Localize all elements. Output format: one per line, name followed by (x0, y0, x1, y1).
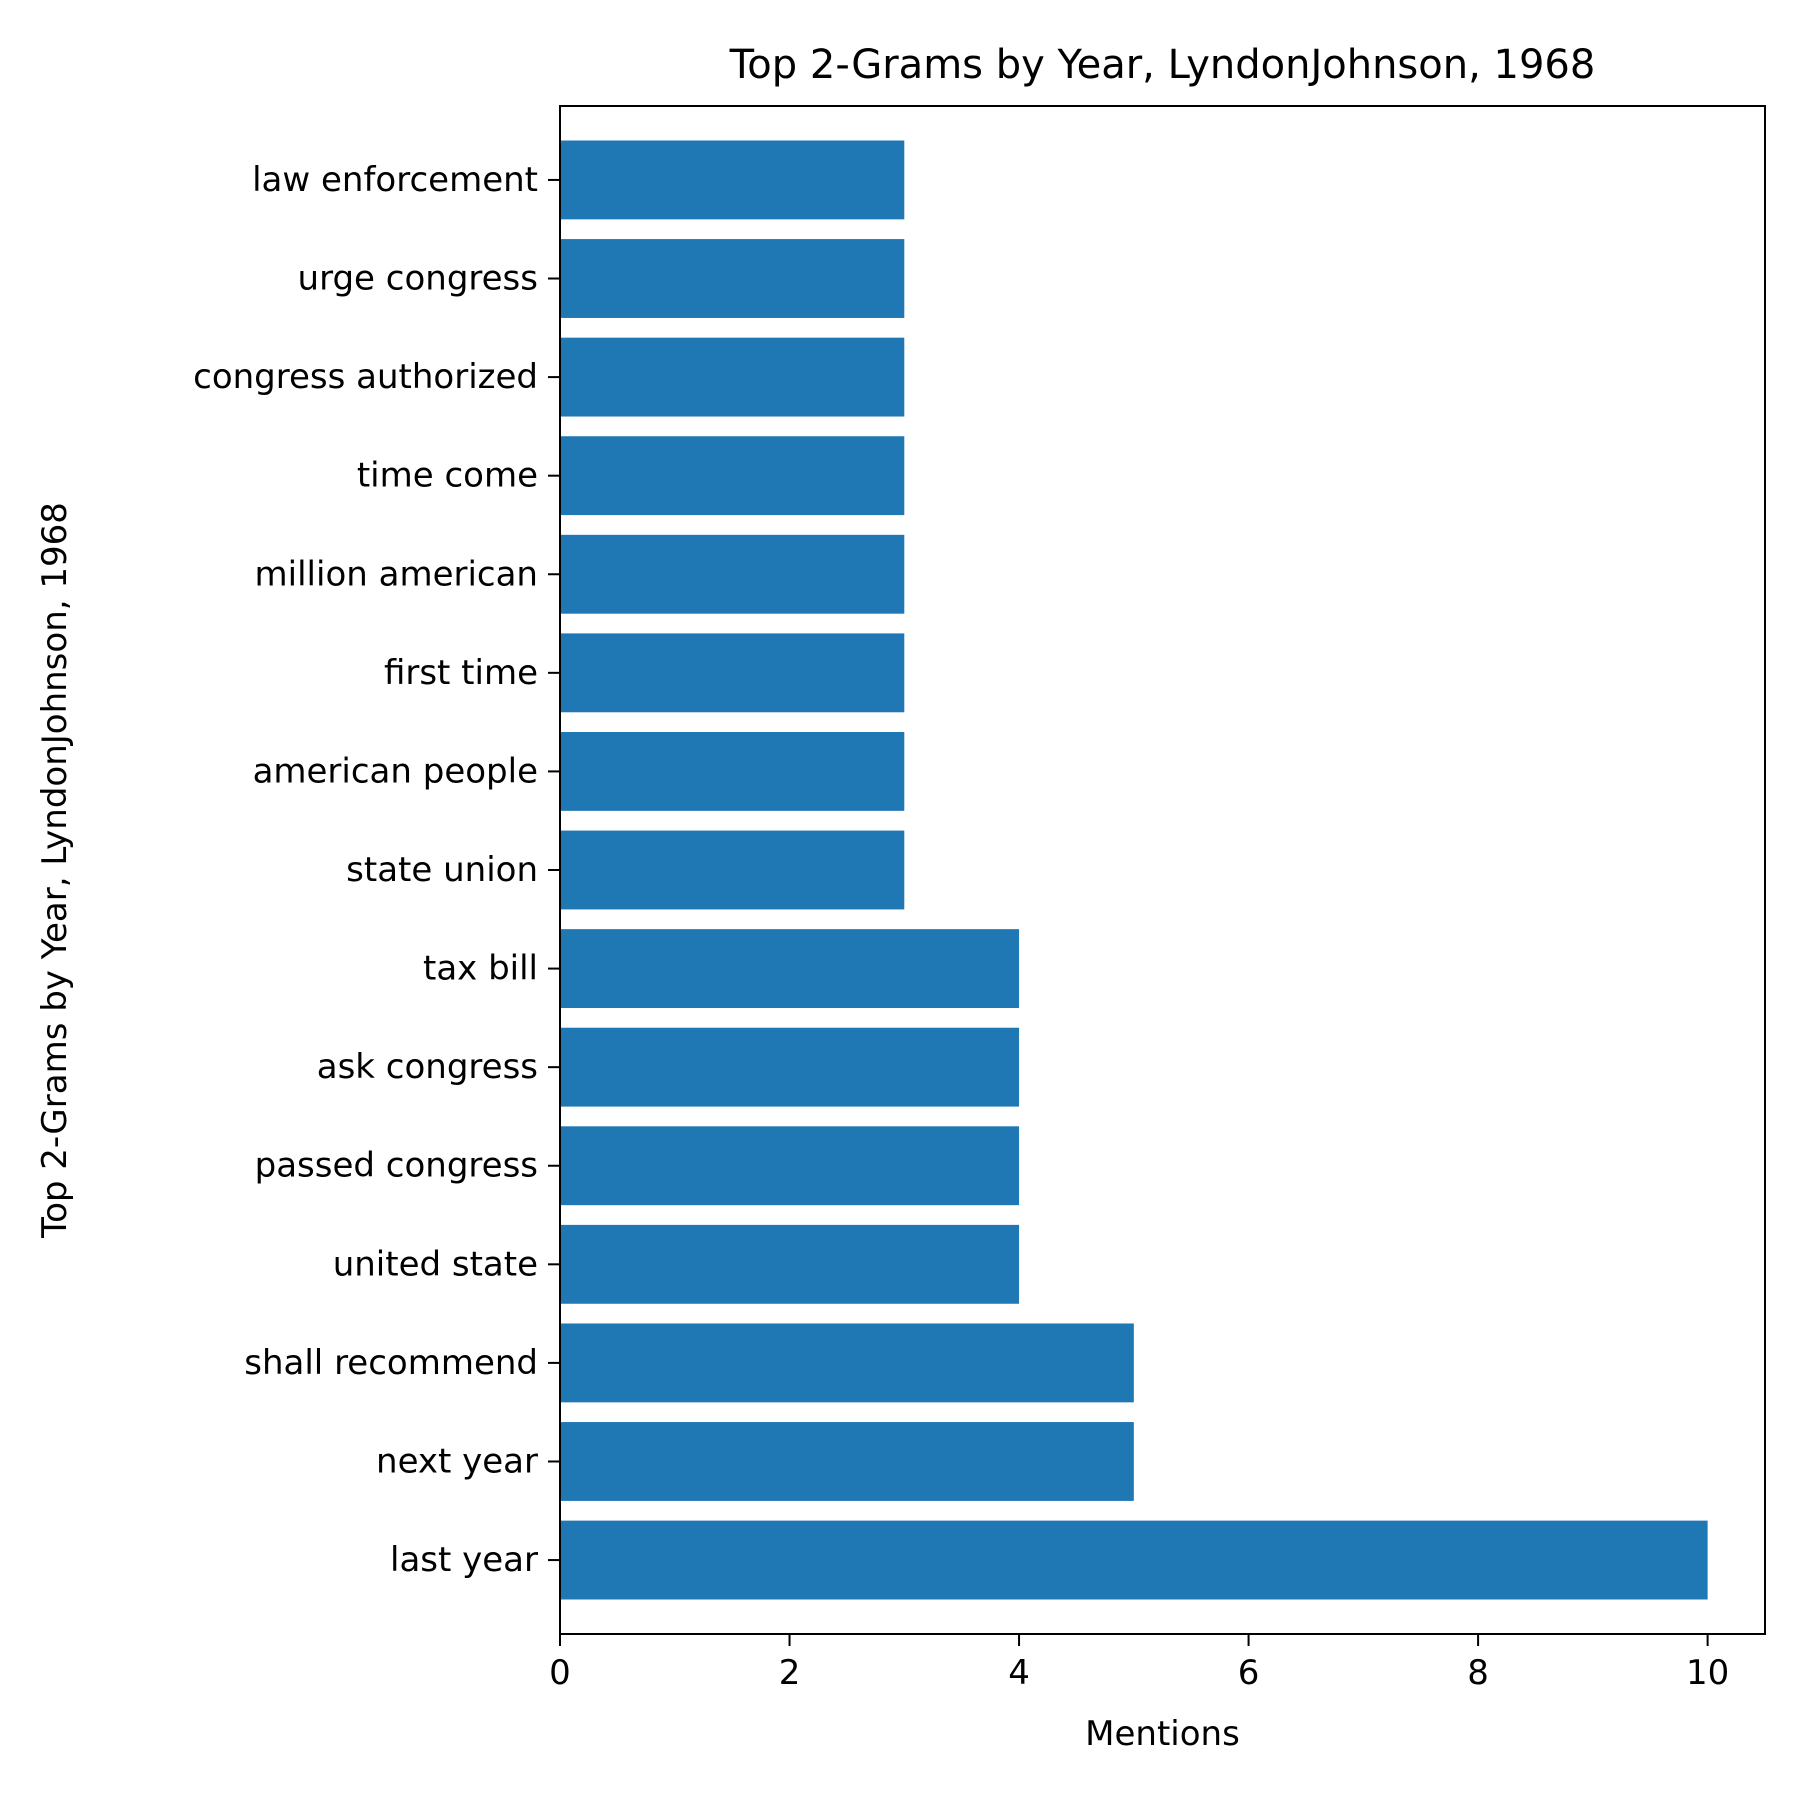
y-tick-label: law enforcement (252, 160, 538, 200)
bar-ask-congress (560, 1027, 1020, 1107)
y-ticks: last year next year shall recommend united … (193, 160, 560, 1580)
y-tick-label: passed congress (255, 1146, 538, 1186)
bar-law-enforcement (560, 140, 905, 220)
y-tick-label: congress authorized (193, 357, 538, 397)
y-tick-label: last year (390, 1540, 538, 1580)
x-ticks: 0 2 4 6 8 10 (549, 1634, 1729, 1693)
bar-congress-authorized (560, 337, 905, 417)
y-tick-label: state union (346, 850, 538, 890)
x-tick-label: 2 (779, 1653, 801, 1693)
x-tick-label: 8 (1467, 1653, 1489, 1693)
bar-passed-congress (560, 1126, 1020, 1206)
bar-next-year (560, 1422, 1134, 1501)
bar-state-union (560, 830, 905, 910)
y-tick-label: urge congress (298, 259, 538, 299)
bar-time-come (560, 436, 905, 516)
y-axis-label: Top 2-Grams by Year, LyndonJohnson, 1968 (35, 502, 75, 1239)
y-tick-label: time come (357, 456, 538, 496)
bar-shall-recommend (560, 1323, 1134, 1403)
bar-american-people (560, 731, 905, 811)
x-tick-label: 10 (1686, 1653, 1729, 1693)
bars-layer (560, 140, 1708, 1600)
x-tick-label: 4 (1008, 1653, 1030, 1693)
bar-last-year (560, 1520, 1708, 1600)
y-tick-label: million american (255, 554, 538, 594)
y-tick-label: next year (376, 1441, 538, 1481)
y-tick-label: shall recommend (244, 1343, 538, 1383)
x-tick-label: 6 (1238, 1653, 1260, 1693)
y-tick-label: ask congress (317, 1047, 538, 1087)
x-tick-label: 0 (549, 1653, 571, 1693)
bar-tax-bill (560, 929, 1020, 1009)
bar-million-american (560, 534, 905, 614)
y-tick-label: united state (333, 1244, 538, 1284)
bar-first-time (560, 633, 905, 713)
chart-title: Top 2-Grams by Year, LyndonJohnson, 1968 (729, 42, 1596, 88)
y-tick-label: first time (384, 653, 538, 693)
y-tick-label: tax bill (423, 949, 538, 989)
plot-frame (559, 105, 1766, 1635)
x-axis-label: Mentions (1085, 1714, 1240, 1754)
bar-urge-congress (560, 239, 905, 318)
bar-united-state (560, 1224, 1020, 1304)
y-tick-label: american people (253, 751, 538, 791)
